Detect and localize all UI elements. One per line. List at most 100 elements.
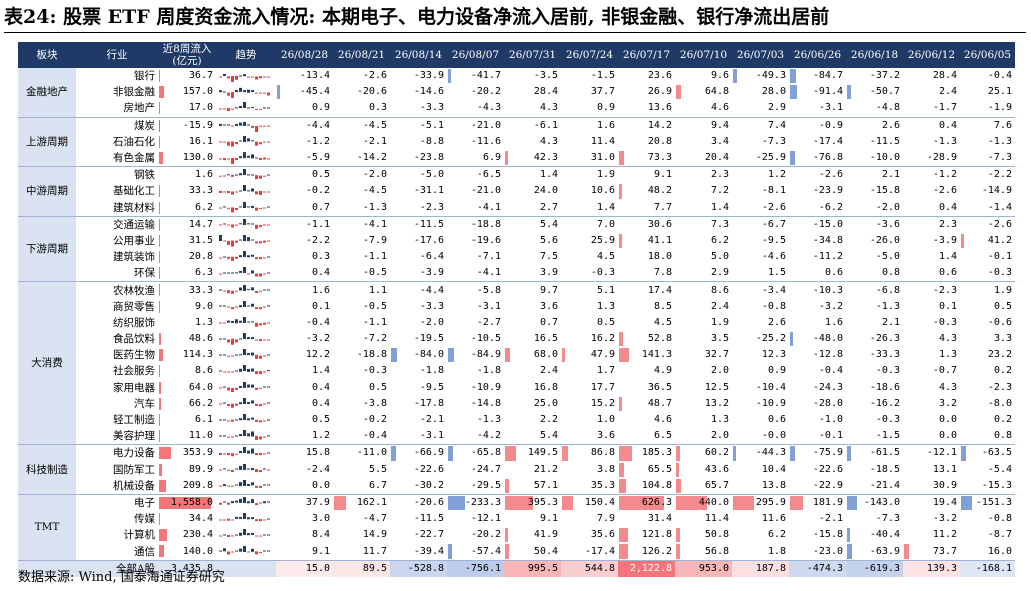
week-value-cell: -10.9 [732,396,789,412]
week-value: -34.8 [812,234,843,246]
week-value: -2.2 [305,234,330,246]
table-row: 房地产 17.0 0.9 0.3 -3.3 -4.3 4.3 0.9 13.6 4.6 2.9 -3.… [18,100,1015,117]
week-value: 162.1 [356,496,387,508]
week-value-cell: -1.3 [333,200,390,217]
trend-sparkline [219,380,273,396]
week-value-bar [619,332,623,347]
sparkline-bar [247,107,250,109]
trend-cell [216,84,276,100]
week-value-bar [961,446,966,461]
trend-sparkline [219,445,273,461]
industry-cell: 国防军工 [113,463,155,476]
week-value-cell: -19.5 [390,331,447,347]
week-value-cell: 1.0 [561,412,618,428]
sparkline-bar [227,519,230,521]
sparkline-bar [255,502,258,506]
week-value-cell: -22.6 [390,462,447,478]
sparkline-bar [247,337,250,340]
week-value: 50.4 [533,545,558,557]
sparkline-bar [243,463,246,470]
sparkline-bar [231,436,234,438]
week-value-cell: -21.0 [447,183,504,199]
table-row: 上游周期 煤炭 -15.9 -4.4 -4.5 -5.1 -21.0 -6.1 1.6 14.2 9… [18,116,1015,167]
week-value-cell: -15.8 [789,527,846,543]
trend-cell [216,380,276,396]
sparkline-bar [259,191,262,196]
flow8w-cell: 34.4 [158,511,216,527]
sparkline-bar [223,354,226,356]
week-value-cell: -0.8 [732,299,789,315]
sparkline-bar [247,273,250,275]
sparkline-bar [259,420,262,423]
week-value-cell: -25.9 [732,150,789,167]
trend-sparkline [219,265,273,281]
week-value-cell: 0.6 [903,265,960,282]
sparkline-bar [255,240,258,244]
week-value: -9.5 [419,381,444,393]
week-value: 0.5 [311,414,330,426]
week-value: -1.1 [305,218,330,230]
sparkline-bar [263,501,266,503]
sparkline-bar [231,501,234,503]
flow8w-cell: 140.0 [158,543,216,560]
sparkline-bar [235,123,238,126]
sparkline-bar [255,257,258,260]
industry-cell: 煤炭 [76,116,158,134]
week-value: -3.1 [818,102,843,114]
trend-cell [216,412,276,428]
week-value-cell: 5.4 [504,428,561,445]
week-value: 13.2 [704,397,729,409]
week-value-cell: -23.0 [789,543,846,560]
sparkline-bar [255,371,258,374]
sparkline-bar [255,420,258,422]
week-value-cell: 73.3 [618,150,675,167]
sparkline-bar [263,436,266,438]
sparkline-bar [243,397,246,404]
total-label: 全部A股 [18,559,158,577]
industry-cell: 医药生物 [113,349,155,362]
week-value: -25.2 [755,333,786,345]
sparkline-bar [235,370,238,372]
week-value-cell: 2.7 [504,200,561,217]
week-value: 3.9 [539,267,558,279]
trend-cell [216,281,276,299]
week-value: 20.4 [704,152,729,164]
week-value-cell: -13.4 [276,68,333,84]
week-value-cell: -233.3 [447,493,504,512]
sparkline-bar [263,550,266,552]
flow8w-value: 6.3 [194,267,213,279]
week-value: -29.5 [470,479,501,491]
industry-cell: 通信 [134,545,155,558]
sparkline-bar [239,465,242,470]
week-value-bar [619,348,630,363]
week-value-cell: 25.9 [561,233,618,249]
week-value: 25.9 [590,234,615,246]
flow8w-cell: 1,558.0 [158,493,216,512]
sparkline-bar [255,436,258,441]
week-value-cell: -40.4 [846,527,903,543]
sparkline-bar [219,403,222,405]
week-value: -4.3 [476,102,501,114]
sparkline-bar [239,106,242,109]
week-value: -10.0 [869,152,900,164]
week-value-cell: 1.4 [504,166,561,184]
week-value-cell: 31.0 [561,150,618,167]
sparkline-bar [227,141,230,146]
week-value-cell: 0.9 [276,100,333,117]
week-value: 2.4 [710,300,729,312]
week-value-bar [619,446,633,461]
sparkline-bar [251,368,254,372]
week-value-cell: 50.8 [675,527,732,543]
week-value-cell: 35.3 [561,478,618,495]
sparkline-bar [235,257,238,259]
week-value-cell: 0.9 [561,100,618,117]
sparkline-bar [231,240,234,247]
sparkline-bar [231,403,234,408]
sparkline-bar [219,535,222,537]
sparkline-bar [239,338,242,340]
sparkline-bar [263,420,266,422]
sparkline-bar [263,306,266,308]
sparkline-bar [219,485,222,487]
flow8w-bar [159,284,161,297]
week-value: 6.5 [653,430,672,442]
